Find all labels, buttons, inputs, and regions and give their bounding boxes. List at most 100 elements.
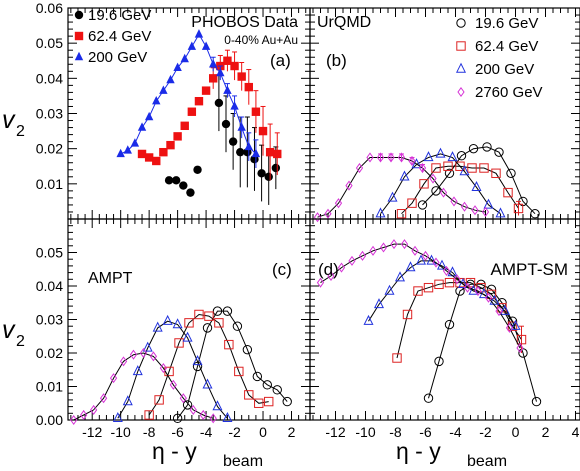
panel-tag: (b) xyxy=(326,51,347,70)
data-point xyxy=(180,121,189,131)
data-point xyxy=(423,282,434,293)
data-point xyxy=(162,314,173,325)
data-point xyxy=(516,342,524,354)
data-point xyxy=(272,385,282,395)
data-point xyxy=(236,147,245,157)
data-point xyxy=(453,274,461,285)
data-point xyxy=(152,321,163,332)
y-tick-label: 0.06 xyxy=(36,0,63,16)
y-tick-label: 0.04 xyxy=(36,278,63,294)
data-point xyxy=(201,41,211,50)
panel-tag: (d) xyxy=(318,260,339,279)
y-tick-label: 0.02 xyxy=(36,345,63,361)
data-point xyxy=(212,400,223,411)
data-point xyxy=(402,309,413,320)
data-point xyxy=(109,373,118,384)
data-point xyxy=(132,365,143,376)
panel-frame xyxy=(309,218,580,421)
panel-title: AMPT xyxy=(88,270,133,287)
data-point xyxy=(447,151,458,162)
series-ampt2760 xyxy=(70,347,217,426)
data-point xyxy=(258,126,268,136)
data-point xyxy=(439,187,448,198)
data-point xyxy=(411,158,422,169)
data-point xyxy=(152,95,161,105)
x-tick-label: -12 xyxy=(82,424,102,440)
series-ampt196 xyxy=(423,279,542,407)
data-point xyxy=(179,393,187,404)
data-point xyxy=(429,173,437,184)
x-axis-label-left-subscript: beam xyxy=(223,453,263,470)
data-point xyxy=(159,363,167,374)
panel-subtitle: 0-40% Au+Au xyxy=(224,33,298,47)
data-point xyxy=(209,59,218,68)
data-point xyxy=(70,414,78,426)
data-point xyxy=(164,176,174,185)
data-point xyxy=(491,168,501,178)
data-point xyxy=(172,318,183,329)
data-point xyxy=(471,205,479,216)
series-line xyxy=(422,146,536,215)
data-point xyxy=(252,371,263,382)
data-point xyxy=(99,393,108,404)
data-point xyxy=(450,196,458,207)
panel-tag: (c) xyxy=(272,260,292,279)
data-point xyxy=(182,331,193,342)
data-point xyxy=(387,191,398,202)
series-p624 xyxy=(137,49,282,181)
data-point xyxy=(399,170,410,181)
data-point xyxy=(434,279,444,290)
data-point xyxy=(186,188,195,197)
y-tick-label: 0.01 xyxy=(36,176,63,192)
data-point xyxy=(363,314,374,325)
data-point xyxy=(431,163,441,173)
x-tick-label: 4 xyxy=(572,424,580,440)
data-point xyxy=(251,148,261,158)
data-point xyxy=(460,201,469,212)
data-point xyxy=(474,285,482,297)
panel-title: AMPT-SM xyxy=(491,260,568,279)
data-point xyxy=(495,207,506,218)
data-point xyxy=(423,393,434,403)
data-point xyxy=(202,378,213,389)
data-point xyxy=(214,318,224,328)
data-point xyxy=(411,245,419,256)
data-point xyxy=(481,206,490,218)
series-line xyxy=(117,320,228,419)
data-point xyxy=(184,318,194,328)
data-point xyxy=(482,142,492,152)
data-point xyxy=(394,271,406,282)
data-point xyxy=(222,412,233,423)
data-point xyxy=(435,147,446,158)
data-point xyxy=(230,61,239,71)
data-point xyxy=(444,277,455,288)
x-tick-label: -8 xyxy=(143,424,156,440)
data-point xyxy=(144,153,154,162)
panel-title: PHOBOS Data xyxy=(191,14,298,31)
y-tick-label: 0.05 xyxy=(36,245,63,261)
data-point xyxy=(513,203,524,214)
panel-tag: (a) xyxy=(270,51,291,70)
y-axis-label-bottom: v xyxy=(2,316,16,344)
data-point xyxy=(142,341,153,352)
data-point xyxy=(468,143,479,154)
data-point xyxy=(80,409,88,421)
legend-label: 200 GeV xyxy=(88,49,147,66)
data-point xyxy=(139,347,148,359)
data-point xyxy=(180,53,189,63)
data-point xyxy=(174,338,184,348)
x-tick-label: -2 xyxy=(479,424,492,440)
data-point xyxy=(375,207,386,218)
data-point xyxy=(129,349,138,360)
panel-b: (b) UrQMD 19.6 GeV 62.4 GeV 200 GeV 2760 GeV xyxy=(309,7,580,223)
data-point xyxy=(421,250,430,261)
series-line xyxy=(177,310,288,419)
data-point xyxy=(201,86,211,95)
data-point xyxy=(489,294,500,305)
data-point xyxy=(187,107,197,116)
series-ampt624 xyxy=(392,277,527,363)
data-point xyxy=(444,319,455,330)
data-point xyxy=(119,356,128,367)
data-point xyxy=(505,322,514,333)
data-point xyxy=(251,107,261,116)
